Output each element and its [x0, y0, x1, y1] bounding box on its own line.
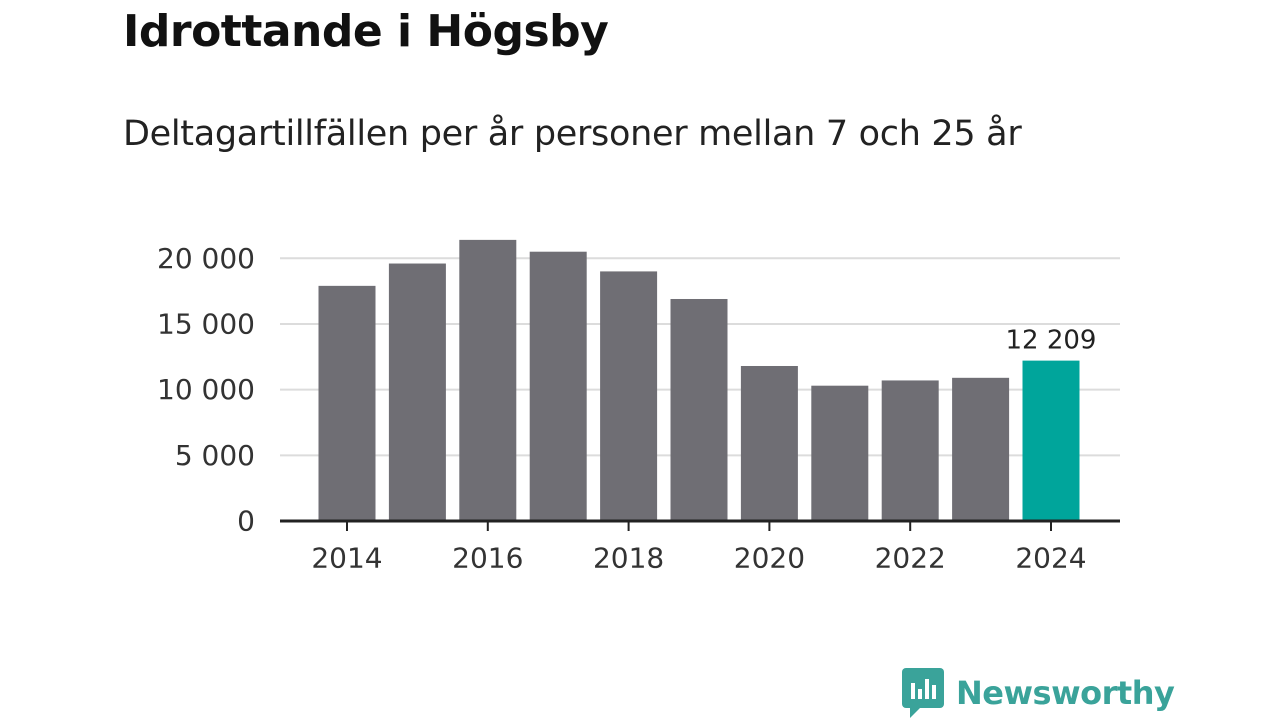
chart-title: Idrottande i Högsby — [123, 6, 609, 57]
y-tick-label: 0 — [237, 505, 255, 538]
bar-2022 — [881, 380, 939, 521]
bar-2021 — [811, 385, 869, 521]
x-tick-label: 2022 — [875, 542, 946, 575]
bars — [318, 239, 1080, 522]
annotations: 12 209 — [1006, 326, 1097, 356]
newsworthy-brand: Newsworthy — [902, 668, 1175, 718]
data-label: 12 209 — [1006, 326, 1097, 356]
y-tick-label: 5 000 — [175, 439, 255, 472]
y-axis: 0 5 000 10 000 15 000 20 000 — [157, 242, 255, 538]
x-tick-label: 2014 — [311, 542, 382, 575]
bar-2023 — [952, 377, 1010, 521]
x-tick-label: 2016 — [452, 542, 523, 575]
bar-2015 — [388, 263, 446, 521]
y-tick-label: 10 000 — [157, 373, 255, 406]
y-tick-label: 15 000 — [157, 307, 255, 340]
bar-2019 — [670, 298, 728, 521]
bar-2014 — [318, 285, 376, 521]
bar-2016 — [459, 239, 517, 521]
bar-chart: 0 5 000 10 000 15 000 20 000 2014 2016 2018 202… — [157, 239, 1120, 575]
bar-2017 — [529, 251, 587, 522]
x-tick-label: 2020 — [734, 542, 805, 575]
bar-2024 — [1022, 360, 1080, 521]
x-tick-label: 2018 — [593, 542, 664, 575]
newsworthy-logo-icon — [902, 668, 944, 718]
chart-subtitle: Deltagartillfällen per år personer mella… — [123, 114, 1022, 154]
x-axis: 2014 2016 2018 2020 2022 2024 — [280, 519, 1120, 575]
bar-2018 — [600, 271, 658, 521]
bar-2020 — [740, 365, 798, 521]
brand-name: Newsworthy — [956, 674, 1175, 712]
y-tick-label: 20 000 — [157, 242, 255, 275]
x-tick-label: 2024 — [1015, 542, 1086, 575]
